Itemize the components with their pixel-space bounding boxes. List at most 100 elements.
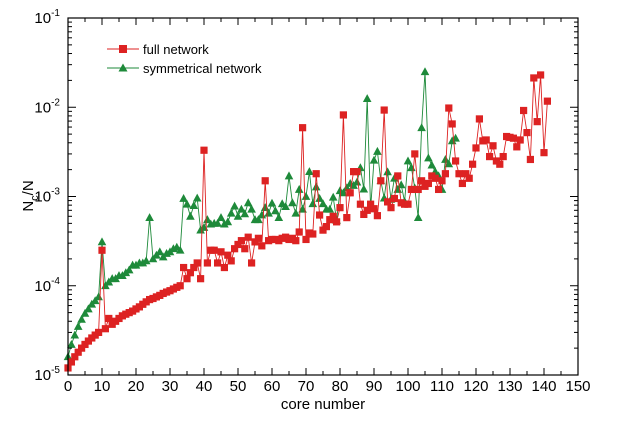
data-point-full-network: [248, 259, 256, 267]
x-tick-label: 20: [128, 378, 145, 395]
data-point-symmetrical-network: [138, 258, 148, 267]
data-point-symmetrical-network: [339, 188, 348, 197]
data-point-full-network: [200, 146, 208, 154]
data-point-full-network: [193, 259, 201, 267]
data-point-full-network: [343, 214, 351, 222]
data-point-symmetrical-network: [403, 156, 413, 165]
data-point-full-network: [462, 170, 470, 178]
x-tick-label: 40: [196, 378, 213, 395]
data-point-full-network: [214, 259, 222, 267]
data-point-symmetrical-network: [67, 339, 76, 348]
data-point-symmetrical-network: [223, 217, 233, 226]
data-point-full-network: [333, 218, 341, 226]
data-point-full-network: [186, 269, 194, 277]
data-point-full-network: [448, 120, 456, 128]
data-point-symmetrical-network: [155, 247, 165, 256]
data-point-full-network: [203, 259, 211, 267]
data-point-full-network: [445, 104, 453, 112]
x-axis-label: core number: [281, 396, 365, 413]
data-point-symmetrical-network: [73, 321, 83, 330]
data-point-symmetrical-network: [70, 330, 80, 339]
data-point-full-network: [384, 198, 392, 206]
data-point-full-network: [537, 71, 545, 79]
data-point-full-network: [258, 242, 266, 250]
data-point-full-network: [71, 353, 79, 361]
data-point-full-network: [322, 222, 330, 231]
data-point-symmetrical-network: [417, 123, 426, 132]
data-point-full-network: [435, 185, 443, 194]
data-point-symmetrical-network: [359, 184, 369, 193]
data-point-full-network: [431, 174, 439, 182]
data-point-symmetrical-network: [420, 67, 430, 76]
data-point-full-network: [475, 115, 483, 123]
data-point-full-network: [533, 118, 541, 126]
x-tick-label: 120: [463, 378, 488, 395]
data-point-symmetrical-network: [264, 208, 273, 217]
data-point-full-network: [516, 136, 524, 144]
data-point-symmetrical-network: [216, 213, 226, 222]
data-point-full-network: [404, 200, 412, 208]
data-point-symmetrical-network: [131, 260, 141, 269]
legend-label-full-network: full network: [143, 42, 209, 57]
data-point-symmetrical-network: [84, 304, 93, 313]
data-point-full-network: [526, 155, 534, 164]
data-point-full-network: [105, 314, 113, 323]
data-point-full-network: [523, 128, 531, 137]
data-point-full-network: [309, 230, 317, 238]
data-point-symmetrical-network: [240, 209, 250, 218]
data-point-full-network: [441, 170, 449, 178]
data-point-symmetrical-network: [145, 213, 154, 222]
data-point-full-network: [486, 152, 494, 161]
data-point-full-network: [465, 174, 473, 182]
data-point-full-network: [387, 204, 395, 212]
y-axis-label: Nc/N: [20, 180, 41, 211]
data-point-symmetrical-network: [257, 210, 267, 219]
data-point-symmetrical-network: [237, 204, 246, 213]
x-tick-label: 50: [230, 378, 247, 395]
data-point-full-network: [472, 144, 480, 152]
data-point-symmetrical-network: [294, 184, 304, 193]
data-point-symmetrical-network: [226, 208, 236, 217]
data-point-full-network: [360, 210, 368, 219]
data-point-symmetrical-network: [186, 211, 195, 220]
data-point-full-network: [496, 160, 504, 168]
data-point-full-network: [482, 136, 490, 144]
y-tick-label: 10-4: [34, 276, 60, 295]
data-point-full-network: [299, 124, 307, 132]
data-point-full-network: [377, 177, 385, 185]
data-point-symmetrical-network: [254, 215, 263, 224]
data-point-full-network: [411, 150, 419, 158]
data-point-symmetrical-network: [427, 160, 437, 169]
data-point-symmetrical-network: [189, 201, 199, 210]
data-point-symmetrical-network: [80, 308, 90, 317]
data-point-full-network: [176, 282, 184, 290]
data-point-full-network: [254, 234, 262, 242]
data-point-full-network: [418, 177, 426, 185]
data-point-full-network: [210, 246, 218, 254]
data-point-full-network: [469, 160, 477, 168]
data-point-full-network: [363, 206, 371, 214]
data-point-full-network: [513, 143, 521, 151]
data-point-full-network: [312, 170, 320, 178]
data-point-full-network: [74, 348, 82, 356]
data-point-symmetrical-network: [274, 213, 284, 222]
data-point-symmetrical-network: [284, 171, 294, 180]
x-tick-label: 130: [497, 378, 522, 395]
data-point-full-network: [227, 257, 235, 265]
x-tick-label: 90: [366, 378, 383, 395]
data-point-full-network: [530, 74, 538, 82]
data-point-symmetrical-network: [311, 182, 321, 191]
x-tick-label: 60: [264, 378, 281, 395]
data-point-full-network: [316, 211, 324, 219]
y-axis-label-main: N: [20, 201, 37, 212]
data-point-full-network: [407, 185, 415, 194]
data-point-symmetrical-network: [373, 146, 382, 155]
data-point-symmetrical-network: [308, 199, 318, 208]
data-point-symmetrical-network: [175, 245, 185, 254]
data-point-symmetrical-network: [271, 206, 280, 215]
data-point-symmetrical-network: [192, 193, 202, 202]
data-point-full-network: [190, 263, 198, 272]
data-point-full-network: [292, 237, 300, 245]
